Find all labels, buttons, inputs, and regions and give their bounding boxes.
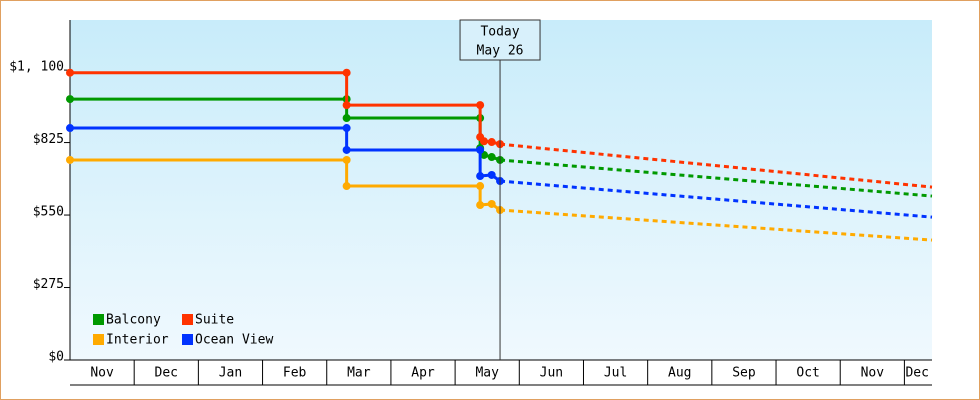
price-point [342, 124, 351, 133]
x-tick-label: Mar [347, 366, 371, 381]
x-tick-label: Jun [540, 366, 563, 381]
price-point [342, 114, 351, 123]
legend-swatch [182, 334, 193, 345]
price-point [487, 153, 496, 162]
plot-area [70, 20, 932, 360]
forecast-line [499, 208, 933, 242]
x-tick-label: Feb [283, 366, 307, 381]
price-point [487, 170, 496, 179]
x-tick-label: Nov [90, 366, 114, 381]
forecast-line [499, 142, 933, 189]
legend-label: Suite [195, 313, 234, 328]
price-point [342, 155, 351, 164]
price-point [342, 101, 351, 110]
legend-label: Balcony [106, 313, 161, 328]
price-point [342, 182, 351, 191]
today-box [459, 19, 541, 61]
x-tick-label: May [475, 366, 499, 381]
price-point [476, 101, 485, 110]
y-tick-label: $275 [33, 277, 64, 292]
y-tick-label: $550 [33, 205, 64, 220]
y-tick-label: $825 [33, 132, 64, 147]
price-point [66, 95, 74, 104]
price-point [487, 138, 496, 147]
x-tick-label: Jan [219, 366, 242, 381]
price-point [342, 68, 351, 77]
x-tick-label: Dec [905, 366, 928, 381]
today-label: May 26 [477, 44, 524, 59]
price-point [476, 172, 485, 181]
price-point [66, 155, 74, 164]
legend-swatch [93, 334, 104, 345]
price-point [342, 145, 351, 154]
price-point [66, 68, 74, 77]
x-tick-label: Aug [668, 366, 691, 381]
price-point [479, 137, 488, 146]
x-tick-label: Dec [155, 366, 178, 381]
price-point [66, 124, 74, 133]
legend-label: Ocean View [195, 333, 273, 348]
today-label: Today [480, 25, 519, 40]
x-tick-label: Apr [411, 366, 435, 381]
price-point [476, 201, 485, 210]
legend-swatch [93, 314, 104, 325]
price-point [476, 145, 485, 154]
x-tick-label: Nov [861, 366, 885, 381]
forecast-line [499, 179, 933, 219]
forecast-line [499, 158, 933, 198]
x-tick-label: Jul [604, 366, 627, 381]
x-tick-label: Oct [796, 366, 819, 381]
legend-swatch [182, 314, 193, 325]
price-point [476, 182, 485, 191]
legend-label: Interior [106, 333, 169, 348]
y-tick-label: $0 [48, 350, 64, 365]
price-point [487, 199, 496, 208]
x-tick-label: Sep [732, 366, 756, 381]
y-tick-label: $1, 100 [9, 60, 64, 75]
